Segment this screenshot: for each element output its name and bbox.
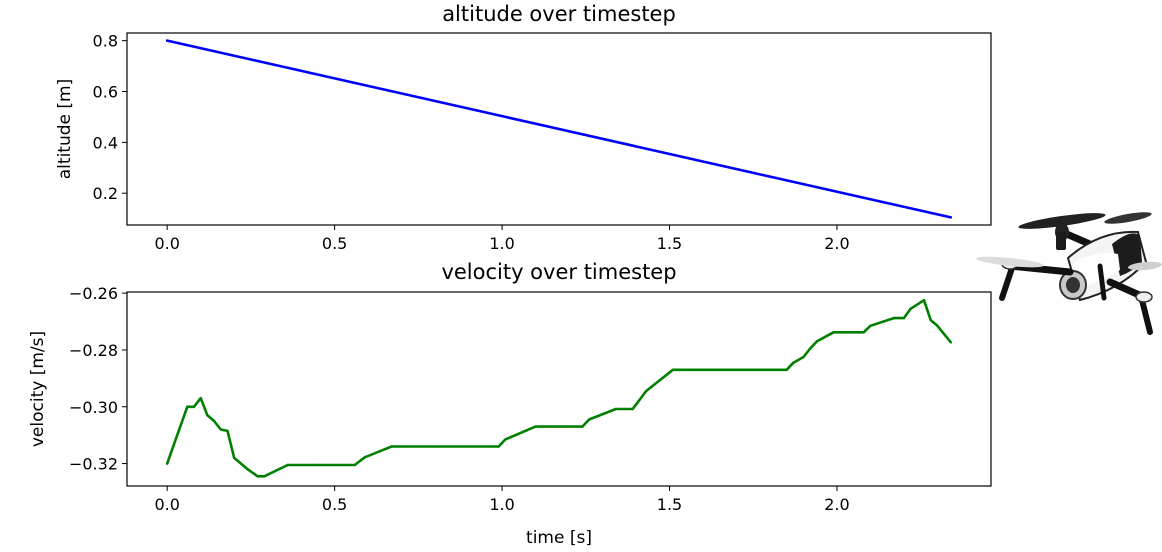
x-tick-label: 0.0 xyxy=(154,495,179,514)
y-tick-label: 0.2 xyxy=(93,184,118,203)
series-line xyxy=(165,39,953,219)
chart-title: velocity over timestep xyxy=(441,260,676,284)
data-point xyxy=(286,463,289,467)
x-tick-label: 0.0 xyxy=(154,234,179,253)
data-point xyxy=(815,340,819,343)
series-line xyxy=(165,298,953,478)
data-point xyxy=(892,316,896,320)
data-point xyxy=(949,341,953,344)
y-tick-label: 0.4 xyxy=(93,133,118,152)
data-point xyxy=(808,347,812,350)
data-point xyxy=(671,368,675,372)
data-point xyxy=(199,397,202,400)
drone-image xyxy=(976,212,1162,335)
data-point xyxy=(581,425,584,428)
data-point xyxy=(862,331,865,334)
data-point xyxy=(246,468,249,471)
x-tick-label: 1.0 xyxy=(489,234,514,253)
data-point xyxy=(792,361,795,364)
y-tick-label: 0.8 xyxy=(93,32,118,51)
data-point xyxy=(922,299,926,302)
y-tick-label: 0.6 xyxy=(93,82,118,101)
data-point xyxy=(534,425,537,428)
data-point xyxy=(949,216,953,219)
data-point xyxy=(504,438,507,441)
data-point xyxy=(832,331,835,334)
data-point xyxy=(902,316,906,320)
data-point xyxy=(785,368,788,372)
data-point xyxy=(192,405,196,408)
data-point xyxy=(226,429,229,433)
data-point xyxy=(802,355,805,359)
data-point xyxy=(176,433,179,437)
data-point xyxy=(186,405,189,408)
altitude-chart: altitude over timestep 0.0 0.5 1.0 1.5 2.0 0.2… xyxy=(55,2,992,253)
data-point xyxy=(869,324,872,328)
data-point xyxy=(497,445,500,448)
velocity-chart: velocity over timestep 0.0 0.5 1.0 1.5 2.0 −0.… xyxy=(28,260,992,548)
data-point xyxy=(390,445,393,448)
data-point xyxy=(165,39,169,42)
plot-frame xyxy=(126,291,992,487)
data-point xyxy=(929,318,932,322)
data-point xyxy=(165,462,169,465)
plot-frame xyxy=(126,32,992,226)
data-point xyxy=(206,414,209,417)
data-point xyxy=(631,407,634,411)
x-tick-label: 0.5 xyxy=(322,234,347,253)
x-axis-label: time [s] xyxy=(526,528,592,548)
chart-title: altitude over timestep xyxy=(442,2,676,26)
y-axis-label: velocity [m/s] xyxy=(28,331,48,447)
x-tick-label: 2.0 xyxy=(824,495,849,514)
data-point xyxy=(433,445,437,448)
data-point xyxy=(316,463,320,467)
data-point xyxy=(256,475,259,478)
data-point xyxy=(212,419,216,423)
x-tick-label: 0.5 xyxy=(322,495,347,514)
y-axis-label: altitude [m] xyxy=(55,79,75,179)
y-tick-label: −0.30 xyxy=(69,398,118,417)
data-point xyxy=(909,307,912,310)
data-point xyxy=(353,463,356,467)
y-tick-label: −0.28 xyxy=(69,341,118,360)
data-point xyxy=(219,428,222,431)
y-tick-label: −0.26 xyxy=(69,284,118,303)
data-point xyxy=(644,389,648,393)
data-point xyxy=(263,475,266,478)
data-point xyxy=(614,407,618,411)
y-tick-label: −0.32 xyxy=(69,455,118,474)
data-point xyxy=(363,456,366,459)
data-point xyxy=(936,324,939,328)
data-point xyxy=(587,418,591,421)
x-tick-label: 1.5 xyxy=(657,234,682,253)
x-tick-label: 1.5 xyxy=(657,495,682,514)
x-tick-label: 2.0 xyxy=(824,234,849,253)
x-tick-label: 1.0 xyxy=(489,495,514,514)
data-point xyxy=(232,456,236,460)
